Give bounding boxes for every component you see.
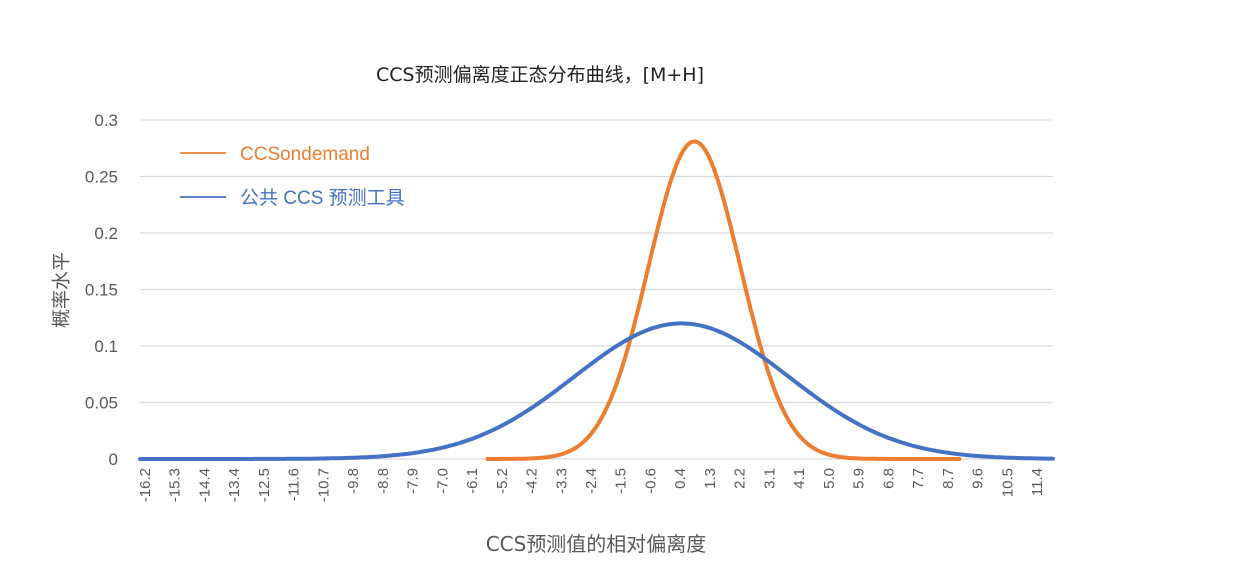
legend: CCSondemand 公共 CCS 预测工具 [180, 144, 405, 209]
x-tick-label: -15.3 [167, 468, 184, 502]
x-tick-label: -16.2 [137, 468, 154, 502]
gridlines [140, 119, 1053, 460]
x-tick-label: -12.5 [256, 468, 273, 502]
legend-label: 公共 CCS 预测工具 [240, 187, 405, 209]
x-tick-label: -6.1 [464, 468, 481, 494]
x-axis-label: CCS预测值的相对偏离度 [485, 532, 707, 556]
x-tick-label: -14.4 [196, 468, 213, 502]
legend-label: CCSondemand [240, 144, 370, 165]
x-tick-label: -11.6 [286, 468, 303, 501]
y-tick-label: 0.25 [85, 168, 118, 187]
x-tick-label: 11.4 [1029, 468, 1046, 496]
x-tick-label: 2.2 [732, 468, 749, 489]
x-tick-label: -10.7 [315, 468, 332, 502]
x-tick-label: 4.1 [791, 468, 808, 489]
x-tick-label: -7.0 [434, 468, 451, 494]
chart-title: CCS预测偏离度正态分布曲线，[M+H] [375, 64, 705, 86]
y-axis-ticks: 0 0.05 0.1 0.15 0.2 0.25 0.3 [85, 111, 118, 469]
x-tick-label: -0.6 [642, 468, 659, 494]
y-tick-label: 0.05 [85, 394, 118, 413]
y-tick-label: 0.2 [94, 224, 118, 243]
x-tick-label: 6.8 [880, 468, 897, 489]
x-tick-label: -9.8 [345, 468, 362, 494]
x-tick-label: -7.9 [405, 468, 422, 494]
x-tick-label: 5.9 [851, 468, 868, 489]
y-tick-label: 0.15 [85, 281, 118, 300]
x-tick-label: 1.3 [702, 468, 719, 489]
x-tick-label: -13.4 [226, 468, 243, 502]
x-axis-ticks: -16.2 -15.3 -14.4 -13.4 -12.5 -11.6 -10.7 -9.8-… [137, 468, 1046, 502]
x-tick-label: 10.5 [999, 468, 1016, 497]
x-tick-label: -8.8 [375, 468, 392, 494]
series-lines [138, 139, 1055, 461]
x-tick-label: 8.7 [940, 468, 957, 489]
x-tick-label: -2.4 [583, 468, 600, 494]
x-tick-label: -5.2 [494, 468, 511, 494]
y-tick-label: 0.1 [94, 337, 118, 356]
x-tick-label: 7.7 [910, 468, 927, 489]
x-tick-label: -4.2 [524, 468, 541, 494]
x-tick-label: 9.6 [970, 468, 987, 489]
series-line-ccsondemand [485, 139, 962, 461]
x-tick-label: -3.3 [553, 468, 570, 494]
x-tick-label: -1.5 [613, 468, 630, 494]
x-tick-label: 5.0 [821, 468, 838, 489]
y-tick-label: 0.3 [94, 111, 118, 130]
x-tick-label: 3.1 [761, 468, 778, 489]
y-tick-label: 0 [109, 450, 118, 469]
series-line-public-ccs-tool [138, 321, 1055, 461]
x-tick-label: 0.4 [672, 468, 689, 489]
